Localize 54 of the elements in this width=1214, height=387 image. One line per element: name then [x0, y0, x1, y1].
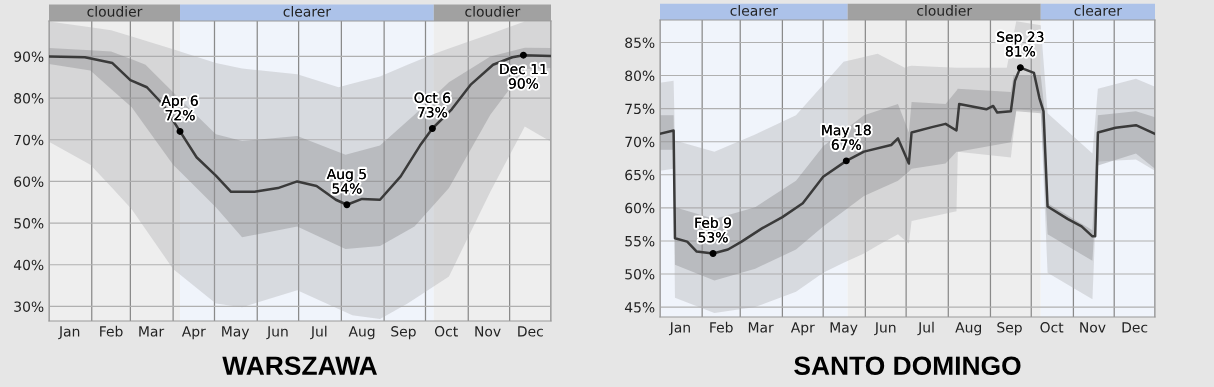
y-tick-label: 80%: [14, 93, 44, 104]
x-tick-label: Jun: [266, 326, 288, 340]
y-tick-label: 40%: [13, 259, 44, 271]
y-tick-label: 60%: [14, 176, 44, 187]
y-tick-label: 85%: [625, 37, 655, 48]
y-tick-label: 70%: [625, 136, 655, 148]
x-tick-label: May: [222, 326, 250, 340]
x-tick-label: Aug: [955, 322, 981, 336]
band-label: clearer: [1074, 5, 1122, 16]
x-tick-label: Aug: [348, 326, 375, 340]
band-label: cloudier: [87, 6, 143, 17]
x-tick-label: Feb: [100, 325, 123, 337]
x-tick-label: Dec: [1122, 322, 1148, 333]
annotation: Aug 5 54%: [326, 168, 366, 194]
annotation: Oct 6 73%: [414, 92, 451, 118]
text: WARSZAWA: [222, 356, 378, 376]
band-label: clearer: [730, 5, 778, 16]
y-tick-label: 65%: [625, 169, 655, 181]
x-tick-label: Jan: [668, 322, 690, 336]
x-tick-label: Jul: [917, 321, 934, 336]
x-tick-label: Apr: [790, 322, 815, 336]
annotation: Dec 11 90%: [500, 63, 547, 89]
x-tick-label: Sep: [997, 322, 1022, 336]
annotation: May 18 67%: [822, 124, 871, 150]
band-label: cloudier: [917, 5, 973, 16]
band-label: clearer: [283, 6, 331, 17]
y-tick-label: 90%: [14, 51, 44, 62]
y-tick-label: 30%: [14, 301, 44, 312]
x-tick-label: Apr: [181, 326, 206, 340]
x-tick-label: Nov: [1080, 322, 1106, 333]
text: SANTO DOMINGO: [794, 356, 1021, 376]
y-tick-label: 45%: [624, 302, 655, 313]
x-tick-label: Jan: [58, 326, 80, 340]
x-tick-label: Nov: [475, 326, 501, 337]
x-tick-label: Sep: [391, 326, 416, 340]
y-tick-label: 50%: [625, 268, 655, 280]
y-tick-label: 50%: [14, 218, 44, 229]
x-tick-label: Oct: [1040, 322, 1064, 333]
x-tick-label: Feb: [710, 321, 733, 333]
band-label: cloudier: [465, 6, 521, 17]
x-tick-label: Oct: [434, 326, 458, 337]
annotation: Sep 23 81%: [997, 31, 1044, 57]
x-tick-label: Jun: [874, 322, 896, 336]
y-tick-label: 55%: [625, 235, 655, 247]
x-tick-label: Jul: [310, 325, 327, 340]
y-tick-label: 60%: [625, 202, 655, 214]
x-tick-label: Dec: [518, 326, 543, 337]
x-tick-label: May: [830, 322, 858, 336]
y-tick-label: 70%: [14, 134, 44, 146]
y-tick-label: 75%: [625, 103, 655, 115]
x-tick-label: Mar: [139, 326, 165, 337]
annotation: Feb 9 53%: [695, 217, 731, 243]
y-tick-label: 80%: [625, 70, 655, 82]
x-tick-label: Mar: [748, 322, 774, 333]
